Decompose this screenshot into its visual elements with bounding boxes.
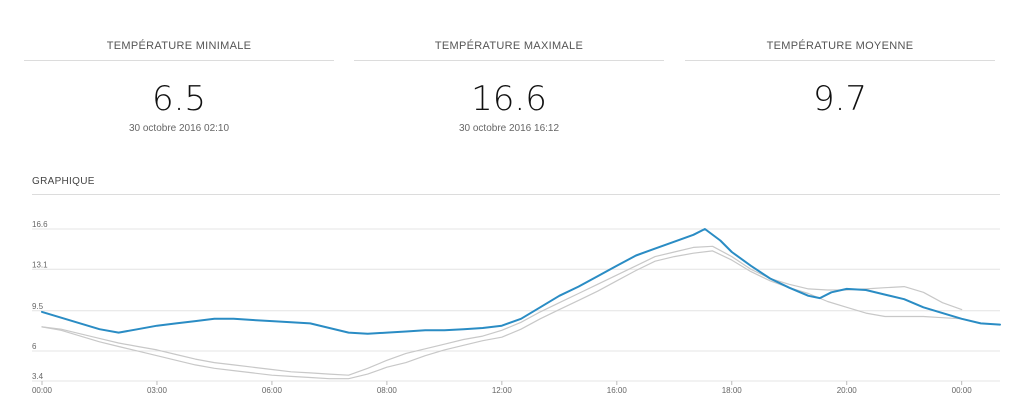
x-tick-label: 00:00	[32, 386, 53, 395]
x-tick-label: 08:00	[377, 386, 398, 395]
series-line-main	[41, 228, 1001, 335]
avg-temperature-title: TEMPÉRATURE MOYENNE	[766, 40, 914, 52]
y-tick-label: 6	[32, 342, 37, 351]
divider	[685, 60, 995, 61]
max-temperature-card: TEMPÉRATURE MAXIMALE 16.6 30 octobre 201…	[354, 38, 664, 134]
series-line-reference	[41, 250, 963, 380]
x-tick-label: 12:00	[492, 386, 513, 395]
max-temperature-title: TEMPÉRATURE MAXIMALE	[434, 40, 584, 52]
min-temperature-value: 6.5	[151, 79, 207, 119]
series-line-reference	[41, 245, 963, 376]
graph-section-title: GRAPHIQUE	[32, 176, 95, 187]
x-tick-label: 18:00	[722, 386, 743, 395]
y-tick-label: 3.4	[32, 372, 44, 381]
min-temperature-title: TEMPÉRATURE MINIMALE	[106, 40, 252, 52]
temperature-line-chart: 16.6 13.1 9.5 6 3.4 00:00 03:00 06:00 08:00 12:00…	[32, 220, 1001, 395]
min-temperature-card: TEMPÉRATURE MINIMALE 6.5 30 octobre 2016…	[24, 38, 334, 134]
x-tick-label: 03:00	[147, 386, 168, 395]
max-temperature-value: 16.6	[471, 79, 547, 119]
divider	[32, 194, 1000, 195]
max-temperature-date: 30 octobre 2016 16:12	[458, 123, 560, 134]
x-tick-label: 00:00	[952, 386, 973, 395]
x-tick-label: 16:00	[607, 386, 628, 395]
divider	[24, 60, 334, 61]
x-tick-label: 20:00	[837, 386, 858, 395]
y-tick-label: 9.5	[32, 302, 44, 311]
divider	[354, 60, 664, 61]
y-tick-label: 13.1	[32, 260, 48, 269]
min-temperature-date: 30 octobre 2016 02:10	[128, 123, 230, 134]
y-tick-label: 16.6	[32, 220, 48, 229]
x-tick-label: 06:00	[262, 386, 283, 395]
avg-temperature-card: TEMPÉRATURE MOYENNE 9.7	[685, 38, 995, 123]
avg-temperature-value: 9.7	[812, 79, 868, 119]
